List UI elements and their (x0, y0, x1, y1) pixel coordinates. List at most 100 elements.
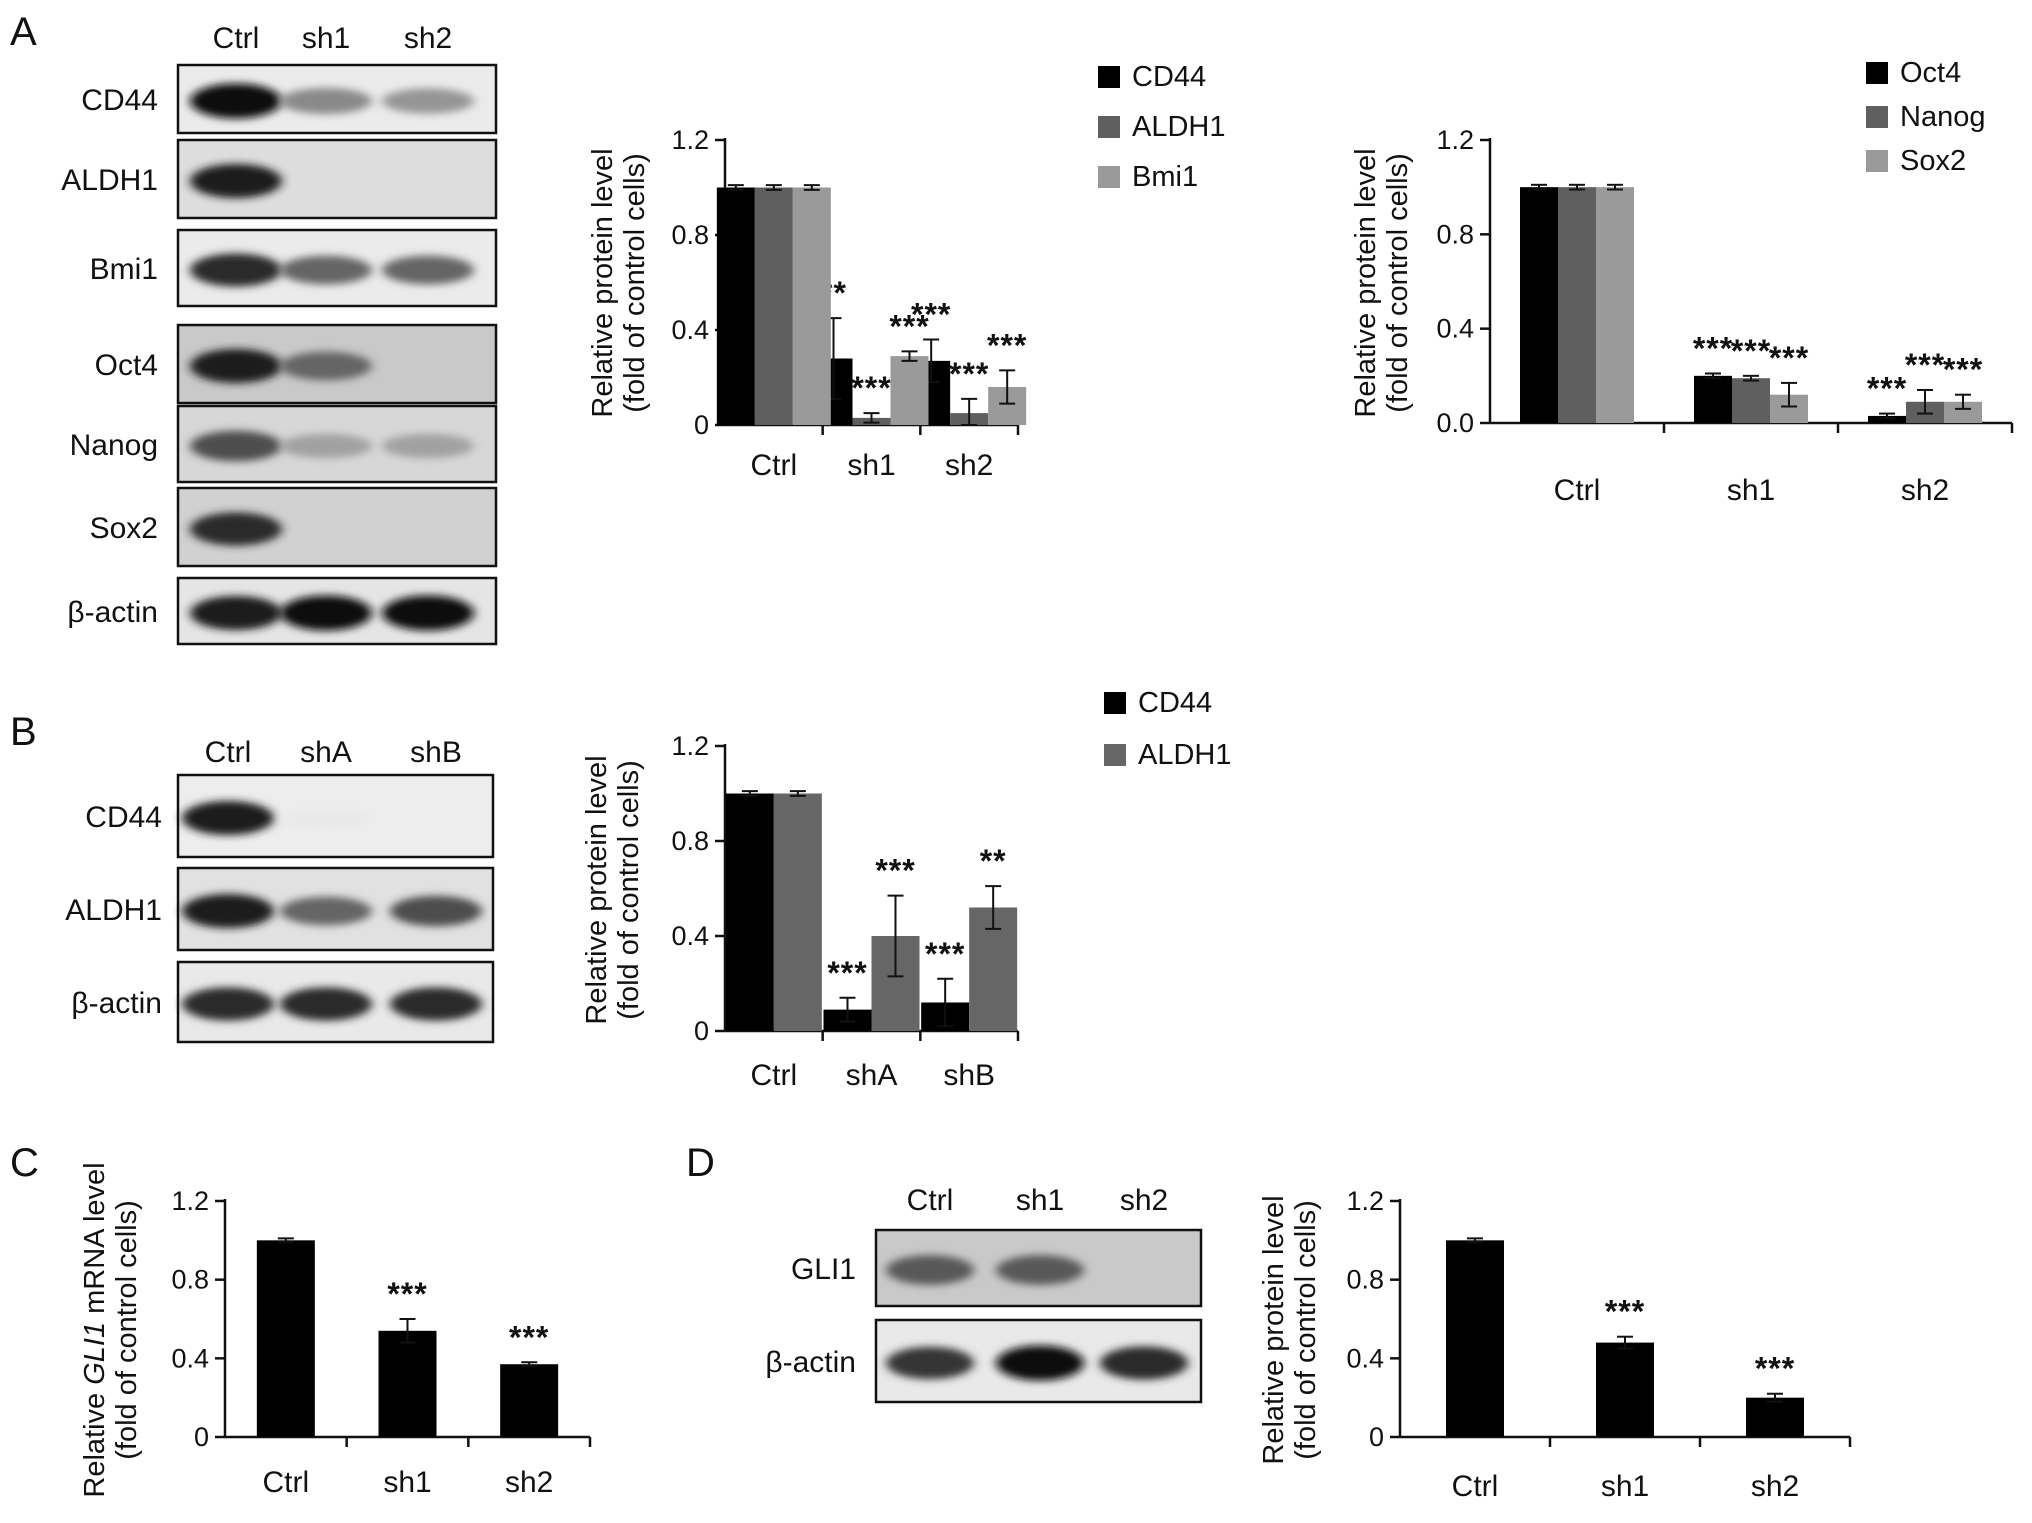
protein-band (190, 163, 282, 199)
protein-band (182, 893, 274, 929)
significance-marker: *** (827, 955, 867, 991)
protein-band (1100, 1346, 1188, 1380)
y-axis-label-line2: (fold of control cells) (111, 1200, 143, 1460)
bar-oct4-ctrl (1520, 187, 1558, 423)
bar-aldh1-ctrl (773, 793, 822, 1031)
y-axis-label: Relative protein level(fold of control c… (587, 148, 651, 417)
lane-label-ctrl: Ctrl (907, 1184, 954, 1217)
significance-marker: *** (949, 356, 989, 392)
protein-band (382, 433, 474, 459)
y-label-gene: GLI1 (79, 1322, 111, 1385)
protein-band (280, 87, 372, 115)
bar-aldh1-ctrl (754, 187, 793, 425)
lane-label-sh2: sh2 (1120, 1184, 1168, 1217)
blot-row-label: CD44 (85, 801, 162, 834)
blot-strip-sox2 (176, 486, 498, 568)
western-blot-b: Ctrl shA shB CD44 ALDH1 β-actin (65, 736, 495, 1044)
blot-row-label: Nanog (70, 429, 158, 462)
x-category-label: sh1 (847, 449, 895, 482)
blot-row-label: CD44 (81, 84, 158, 117)
protein-band (190, 348, 282, 384)
x-category-label: Ctrl (1452, 1470, 1499, 1503)
y-axis-label-line2: (fold of control cells) (619, 153, 651, 413)
x-category-label: Ctrl (1554, 474, 1601, 507)
y-axis-label-line1: Relative protein level (587, 148, 619, 417)
y-tick-label: 0.4 (171, 1343, 209, 1373)
protein-band (182, 987, 274, 1021)
bar-value-ctrl (256, 1240, 315, 1437)
significance-marker: *** (1731, 333, 1771, 369)
bar-sox2-sh2 (1944, 401, 1982, 423)
y-label-text: mRNA level (79, 1162, 111, 1322)
protein-band (886, 1346, 974, 1380)
significance-marker: *** (1769, 340, 1809, 376)
significance-marker: *** (1905, 347, 1945, 383)
blot-row-label: β-actin (71, 987, 162, 1020)
y-tick-label: 0.8 (671, 826, 709, 856)
x-category-label: Ctrl (751, 449, 798, 482)
legend-swatch (1098, 166, 1120, 188)
y-tick-label: 0 (694, 1016, 709, 1046)
protein-band (996, 1255, 1084, 1285)
legend-swatch (1104, 692, 1126, 714)
significance-marker: *** (1867, 371, 1907, 407)
significance-marker: *** (1605, 1294, 1645, 1330)
x-category-label: sh1 (1727, 474, 1775, 507)
bar-value-sh1 (1596, 1342, 1654, 1437)
bar-chart-c: 0 0.4 0.8 1.2 Ctrl sh1 sh2 *** *** Relative GLI1 … (79, 1162, 592, 1499)
significance-marker: *** (889, 308, 929, 344)
bar-bmi1-ctrl (792, 187, 831, 425)
y-tick-label: 0 (194, 1422, 209, 1452)
x-category-label: Ctrl (751, 1059, 798, 1092)
x-category-label: shA (846, 1059, 898, 1092)
y-axis-label-line2: (fold of control cells) (613, 760, 645, 1020)
y-axis-label: Relative GLI1 mRNA level(fold of control… (79, 1162, 143, 1497)
bar-nanog-ctrl (1558, 187, 1596, 423)
y-axis-label: Relative protein level(fold of control c… (1350, 148, 1414, 417)
protein-band (382, 88, 474, 114)
protein-band (190, 595, 282, 631)
legend-swatch (1866, 62, 1888, 84)
panel-letter-d: D (686, 1141, 715, 1185)
protein-band (390, 895, 482, 927)
legend-label: Bmi1 (1132, 161, 1198, 193)
lane-label-sha: shA (300, 736, 352, 769)
legend-label: Sox2 (1900, 145, 1966, 177)
protein-band (280, 896, 372, 926)
significance-marker: *** (1943, 352, 1983, 388)
protein-band (390, 987, 482, 1021)
y-tick-label: 0.8 (671, 220, 709, 250)
x-category-label: sh2 (1901, 474, 1949, 507)
bar-value-sh2 (500, 1364, 559, 1437)
y-axis-label-line1: Relative GLI1 mRNA level (79, 1162, 111, 1497)
legend-label: CD44 (1138, 687, 1212, 719)
protein-band (382, 255, 474, 285)
x-category-label: sh2 (505, 1466, 553, 1499)
blot-row-label: ALDH1 (61, 164, 158, 197)
y-axis-label-line2: (fold of control cells) (1382, 153, 1414, 413)
y-axis-label-line1: Relative protein level (1350, 148, 1382, 417)
protein-band (190, 512, 282, 546)
legend-swatch (1866, 106, 1888, 128)
x-category-label: sh1 (383, 1466, 431, 1499)
y-axis-label: Relative protein level(fold of control c… (581, 755, 645, 1024)
bar-cd44-ctrl (725, 793, 774, 1031)
bar-cd44-ctrl (716, 187, 755, 425)
lane-label-sh1: sh1 (302, 22, 350, 55)
y-axis-label-line1: Relative protein level (1258, 1195, 1290, 1464)
y-axis-label-line2: (fold of control cells) (1290, 1200, 1322, 1460)
y-tick-label: 0.4 (1346, 1343, 1384, 1373)
significance-marker: *** (851, 370, 891, 406)
y-tick-label: 0.0 (1436, 408, 1474, 438)
blot-row-label: Sox2 (90, 512, 158, 545)
legend-label: CD44 (1132, 61, 1206, 93)
significance-marker: *** (509, 1319, 549, 1355)
significance-marker: *** (1755, 1351, 1795, 1387)
x-category-label: shB (943, 1059, 995, 1092)
y-axis-label: Relative protein level(fold of control c… (1258, 1195, 1322, 1464)
legend-label: ALDH1 (1138, 739, 1232, 771)
